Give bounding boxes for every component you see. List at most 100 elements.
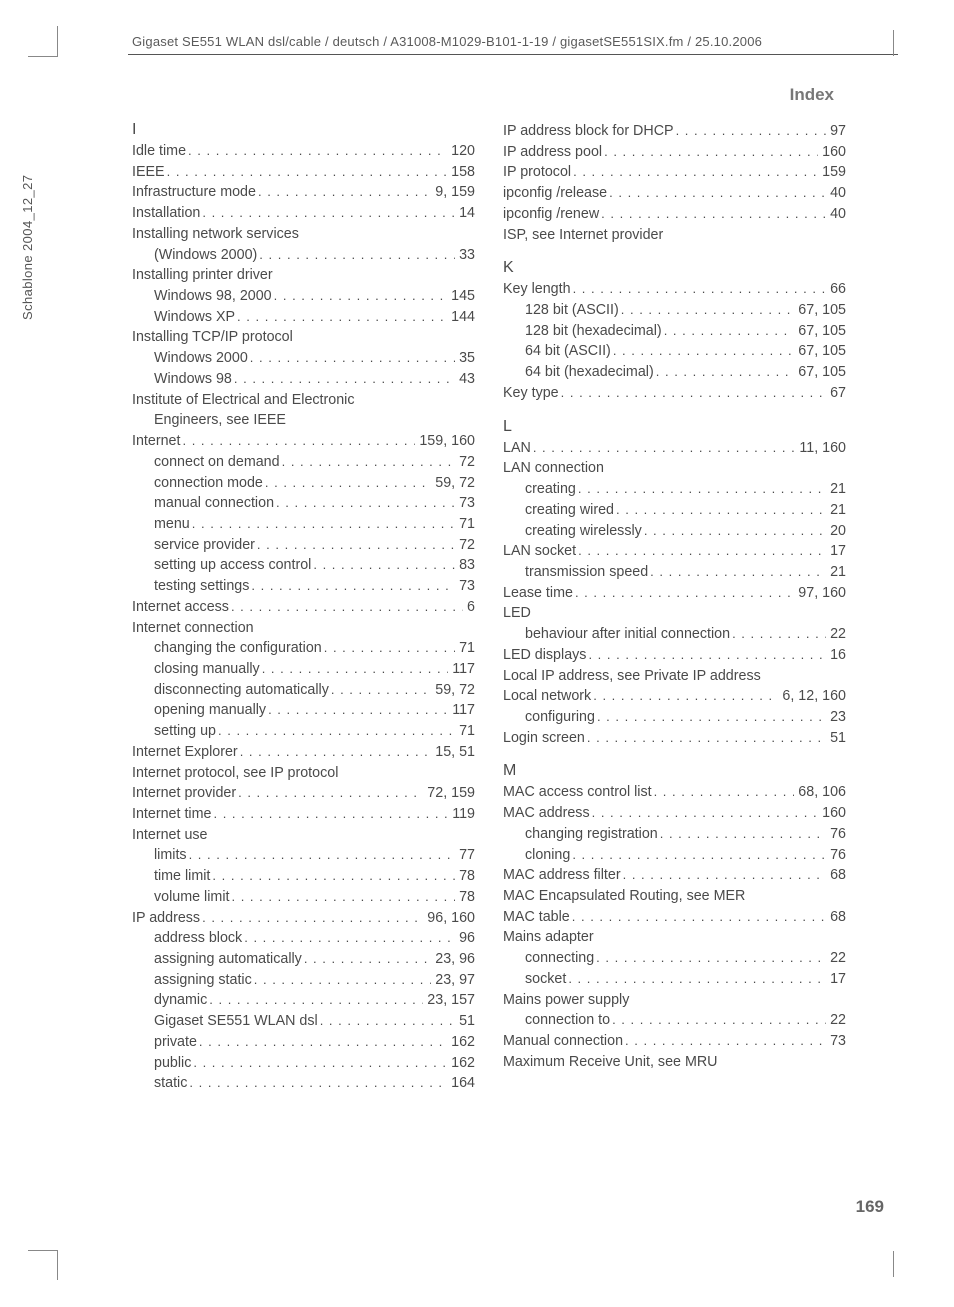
index-entry: Installing network services <box>132 224 475 245</box>
index-entry: IP address block for DHCP97 <box>503 121 846 142</box>
crop-mark <box>28 1250 58 1251</box>
index-leader-dots <box>231 887 455 908</box>
index-entry: ipconfig /release40 <box>503 183 846 204</box>
index-entry-pages: 120 <box>449 141 475 162</box>
index-subentry: connection mode59, 72 <box>132 473 475 494</box>
index-entry-label: Login screen <box>503 728 585 749</box>
index-letter-heading: I <box>132 121 475 139</box>
index-leader-dots <box>257 535 455 556</box>
index-entry-label: dynamic <box>154 990 207 1011</box>
index-subentry: service provider72 <box>132 535 475 556</box>
index-leader-dots <box>274 286 448 307</box>
index-entry-label: changing registration <box>525 824 658 845</box>
index-leader-dots <box>304 949 431 970</box>
index-entry-pages: 72 <box>457 452 475 473</box>
index-leader-dots <box>654 782 795 803</box>
index-entry-label: Local network <box>503 686 591 707</box>
index-leader-dots <box>209 990 423 1011</box>
index-entry: Infrastructure mode9, 159 <box>132 182 475 203</box>
index-entry-pages: 144 <box>449 307 475 328</box>
index-entry: Internet use <box>132 825 475 846</box>
index-entry: Maximum Receive Unit, see MRU <box>503 1052 846 1073</box>
index-entry-pages: 35 <box>457 348 475 369</box>
index-leader-dots <box>192 514 455 535</box>
index-entry-pages: 22 <box>828 624 846 645</box>
index-leader-dots <box>625 1031 826 1052</box>
index-leader-dots <box>213 804 448 825</box>
index-subentry: 64 bit (hexadecimal)67, 105 <box>503 362 846 383</box>
index-entry-pages: 14 <box>457 203 475 224</box>
index-entry-pages: 72 <box>457 535 475 556</box>
index-subentry: Windows XP144 <box>132 307 475 328</box>
index-entry-label: Internet Explorer <box>132 742 238 763</box>
index-entry-label: 128 bit (hexadecimal) <box>525 321 662 342</box>
index-leader-dots <box>572 845 826 866</box>
index-subentry: behaviour after initial connection22 <box>503 624 846 645</box>
index-entry-pages: 117 <box>450 700 475 721</box>
index-letter-heading: L <box>503 418 846 436</box>
index-leader-dots <box>202 203 455 224</box>
index-entry-pages: 16 <box>828 645 846 666</box>
index-leader-dots <box>656 362 795 383</box>
index-entry-pages: 159, 160 <box>417 431 475 452</box>
index-entry-label: Installing network services <box>132 224 299 245</box>
index-subentry: static164 <box>132 1073 475 1094</box>
index-column: IIdle time120IEEE158Infrastructure mode9… <box>132 121 475 1094</box>
index-entry-label: Local IP address, see Private IP address <box>503 666 761 687</box>
index-leader-dots <box>676 121 827 142</box>
index-entry-label: manual connection <box>154 493 274 514</box>
index-entry-pages: 119 <box>450 804 475 825</box>
index-entry-pages: 68, 106 <box>796 782 846 803</box>
index-leader-dots <box>250 348 455 369</box>
index-entry-label: Internet connection <box>132 618 254 639</box>
crop-mark <box>893 1251 894 1277</box>
index-entry-label: MAC access control list <box>503 782 652 803</box>
index-entry-pages: 73 <box>457 493 475 514</box>
index-letter-heading: K <box>503 259 846 277</box>
index-subentry: address block96 <box>132 928 475 949</box>
index-entry: Institute of Electrical and Electronic <box>132 390 475 411</box>
index-entry: MAC access control list 68, 106 <box>503 782 846 803</box>
index-leader-dots <box>193 1053 447 1074</box>
index-entry-label: LED displays <box>503 645 586 666</box>
index-entry-label: Windows 98 <box>154 369 232 390</box>
index-leader-dots <box>282 452 456 473</box>
index-entry-label: ipconfig /release <box>503 183 607 204</box>
index-entry: ISP, see Internet provider <box>503 225 846 246</box>
index-entry-pages: 76 <box>828 824 846 845</box>
index-entry: IP protocol159 <box>503 162 846 183</box>
index-entry-pages: 21 <box>828 562 846 583</box>
index-subentry: Gigaset SE551 WLAN dsl51 <box>132 1011 475 1032</box>
index-entry-label: Maximum Receive Unit, see MRU <box>503 1052 718 1073</box>
index-entry-label: connection to <box>525 1010 610 1031</box>
index-entry-pages: 78 <box>457 866 475 887</box>
index-entry-label: setting up <box>154 721 216 742</box>
index-leader-dots <box>575 583 794 604</box>
index-entry-label: Internet protocol, see IP protocol <box>132 763 338 784</box>
index-entry: IEEE158 <box>132 162 475 183</box>
index-entry-pages: 117 <box>450 659 475 680</box>
index-entry-label: disconnecting automatically <box>154 680 329 701</box>
index-entry-label: public <box>154 1053 191 1074</box>
index-leader-dots <box>596 948 826 969</box>
index-entry-pages: 11, 160 <box>797 438 846 459</box>
index-entry: LAN connection <box>503 458 846 479</box>
index-leader-dots <box>254 970 432 991</box>
index-entry-pages: 6, 12, 160 <box>780 686 846 707</box>
index-entry: LED <box>503 603 846 624</box>
index-entry-label: assigning automatically <box>154 949 302 970</box>
index-subentry: Windows 98, 2000145 <box>132 286 475 307</box>
index-entry-label: MAC address <box>503 803 590 824</box>
index-entry-label: limits <box>154 845 187 866</box>
index-subentry: manual connection 73 <box>132 493 475 514</box>
index-subentry: private162 <box>132 1032 475 1053</box>
index-leader-dots <box>212 866 455 887</box>
index-entry-pages: 73 <box>457 576 475 597</box>
index-subentry: connect on demand72 <box>132 452 475 473</box>
index-entry-pages: 162 <box>449 1032 475 1053</box>
index-entry: MAC Encapsulated Routing, see MER <box>503 886 846 907</box>
index-entry-pages: 145 <box>449 286 475 307</box>
index-leader-dots <box>593 686 778 707</box>
index-entry-pages: 67, 105 <box>796 341 846 362</box>
index-entry: Mains power supply <box>503 990 846 1011</box>
